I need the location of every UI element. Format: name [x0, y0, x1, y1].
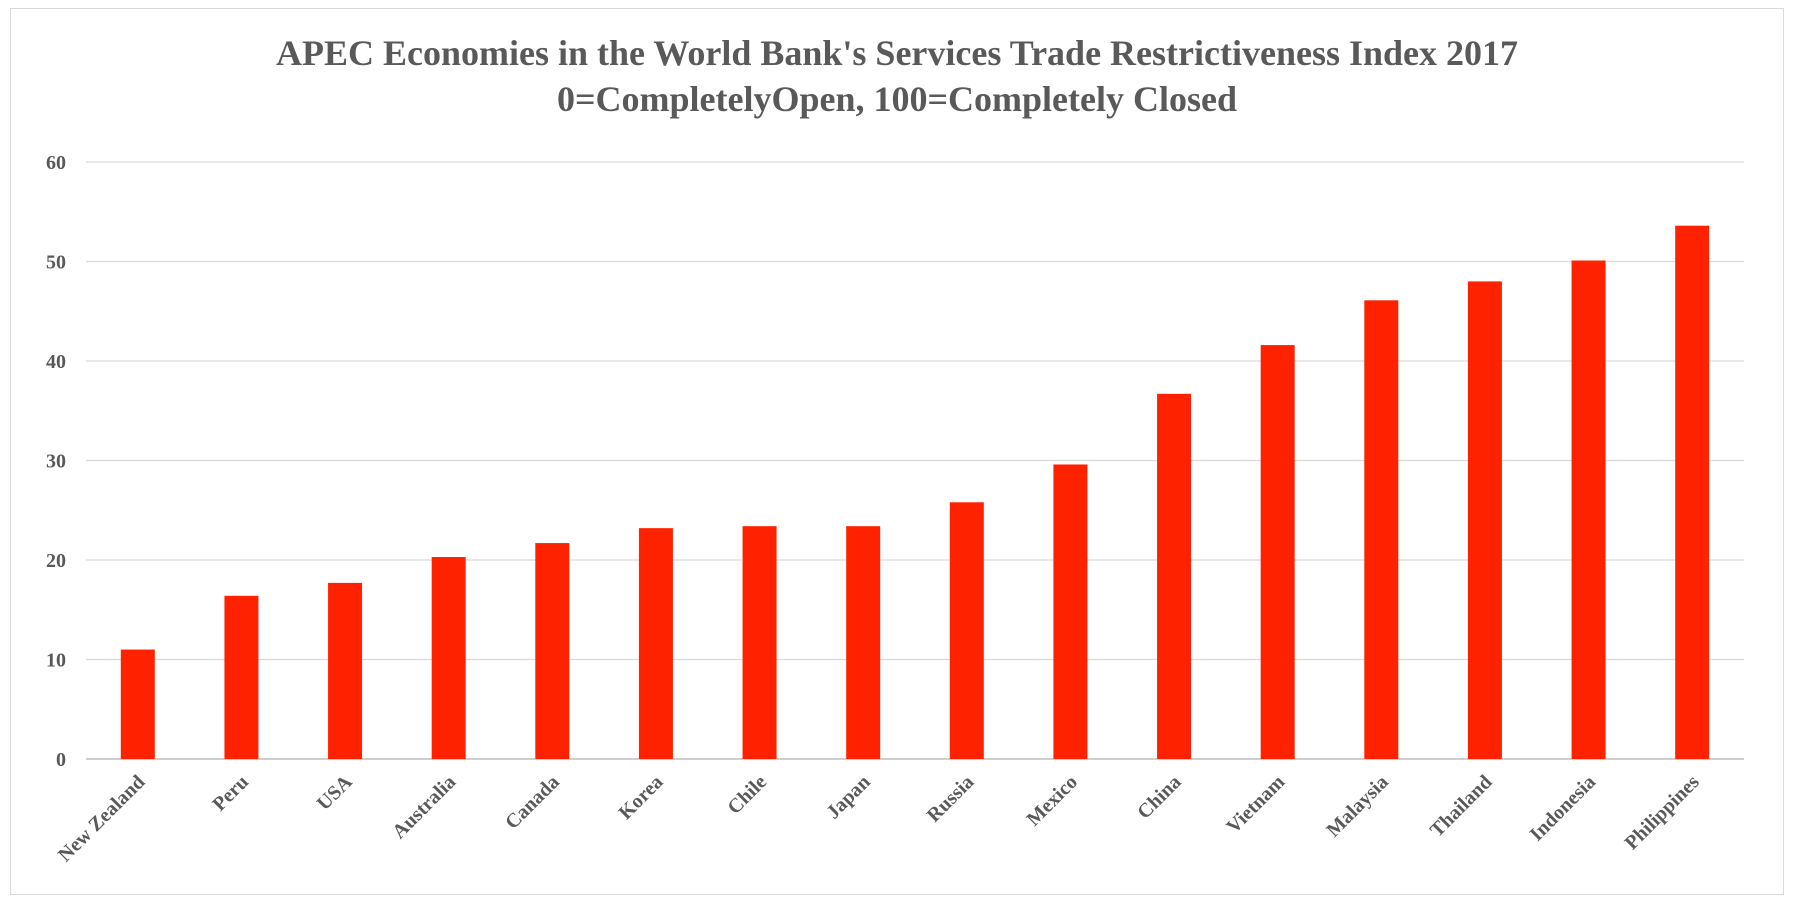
y-tick-label: 0 — [56, 749, 66, 771]
x-category-label: Russia — [923, 771, 979, 827]
bar — [535, 543, 570, 759]
bar — [1157, 393, 1192, 759]
bar — [638, 528, 673, 759]
x-category-label: New Zealand — [54, 771, 149, 866]
x-category-label: Thailand — [1426, 771, 1497, 842]
y-tick-label: 40 — [46, 351, 66, 373]
x-category-label: USA — [313, 771, 357, 815]
bars — [120, 225, 1710, 759]
y-tick-label: 20 — [46, 550, 66, 572]
x-category-label: Chile — [723, 771, 771, 819]
bar — [1260, 345, 1295, 759]
x-category-label: Korea — [614, 771, 667, 824]
x-category-label: Peru — [208, 771, 253, 816]
bar — [949, 502, 984, 759]
bar — [431, 557, 466, 759]
bar — [1467, 281, 1502, 759]
y-axis-tick-labels: 0 10 20 30 40 50 60 — [46, 152, 66, 771]
bar — [1675, 225, 1710, 759]
chart-title: APEC Economies in the World Bank's Servi… — [276, 33, 1518, 73]
gridlines — [86, 161, 1744, 760]
bar — [1364, 300, 1399, 759]
y-tick-label: 60 — [46, 152, 66, 174]
bar — [1053, 464, 1088, 759]
x-axis-category-labels: New Zealand Peru USA Australia Canada Korea Ch… — [54, 771, 1704, 867]
bar — [120, 649, 155, 759]
y-tick-label: 50 — [46, 252, 66, 274]
bar — [224, 595, 259, 759]
x-category-label: Australia — [388, 771, 460, 843]
chart-title-block: APEC Economies in the World Bank's Servi… — [0, 30, 1794, 122]
bar — [846, 526, 881, 759]
x-category-label: Canada — [501, 771, 564, 834]
x-category-label: Vietnam — [1222, 771, 1289, 838]
x-category-label: Japan — [822, 771, 875, 824]
chart-subtitle: 0=CompletelyOpen, 100=Completely Closed — [557, 79, 1237, 119]
y-tick-label: 30 — [46, 451, 66, 473]
bar — [328, 582, 363, 759]
x-category-label: Indonesia — [1526, 771, 1601, 846]
x-category-label: Philippines — [1621, 771, 1704, 854]
x-category-label: China — [1133, 771, 1186, 824]
x-category-label: Mexico — [1022, 771, 1082, 831]
y-tick-label: 10 — [46, 650, 66, 672]
bar — [742, 526, 777, 759]
bar — [1571, 260, 1606, 759]
x-category-label: Malaysia — [1322, 771, 1393, 842]
